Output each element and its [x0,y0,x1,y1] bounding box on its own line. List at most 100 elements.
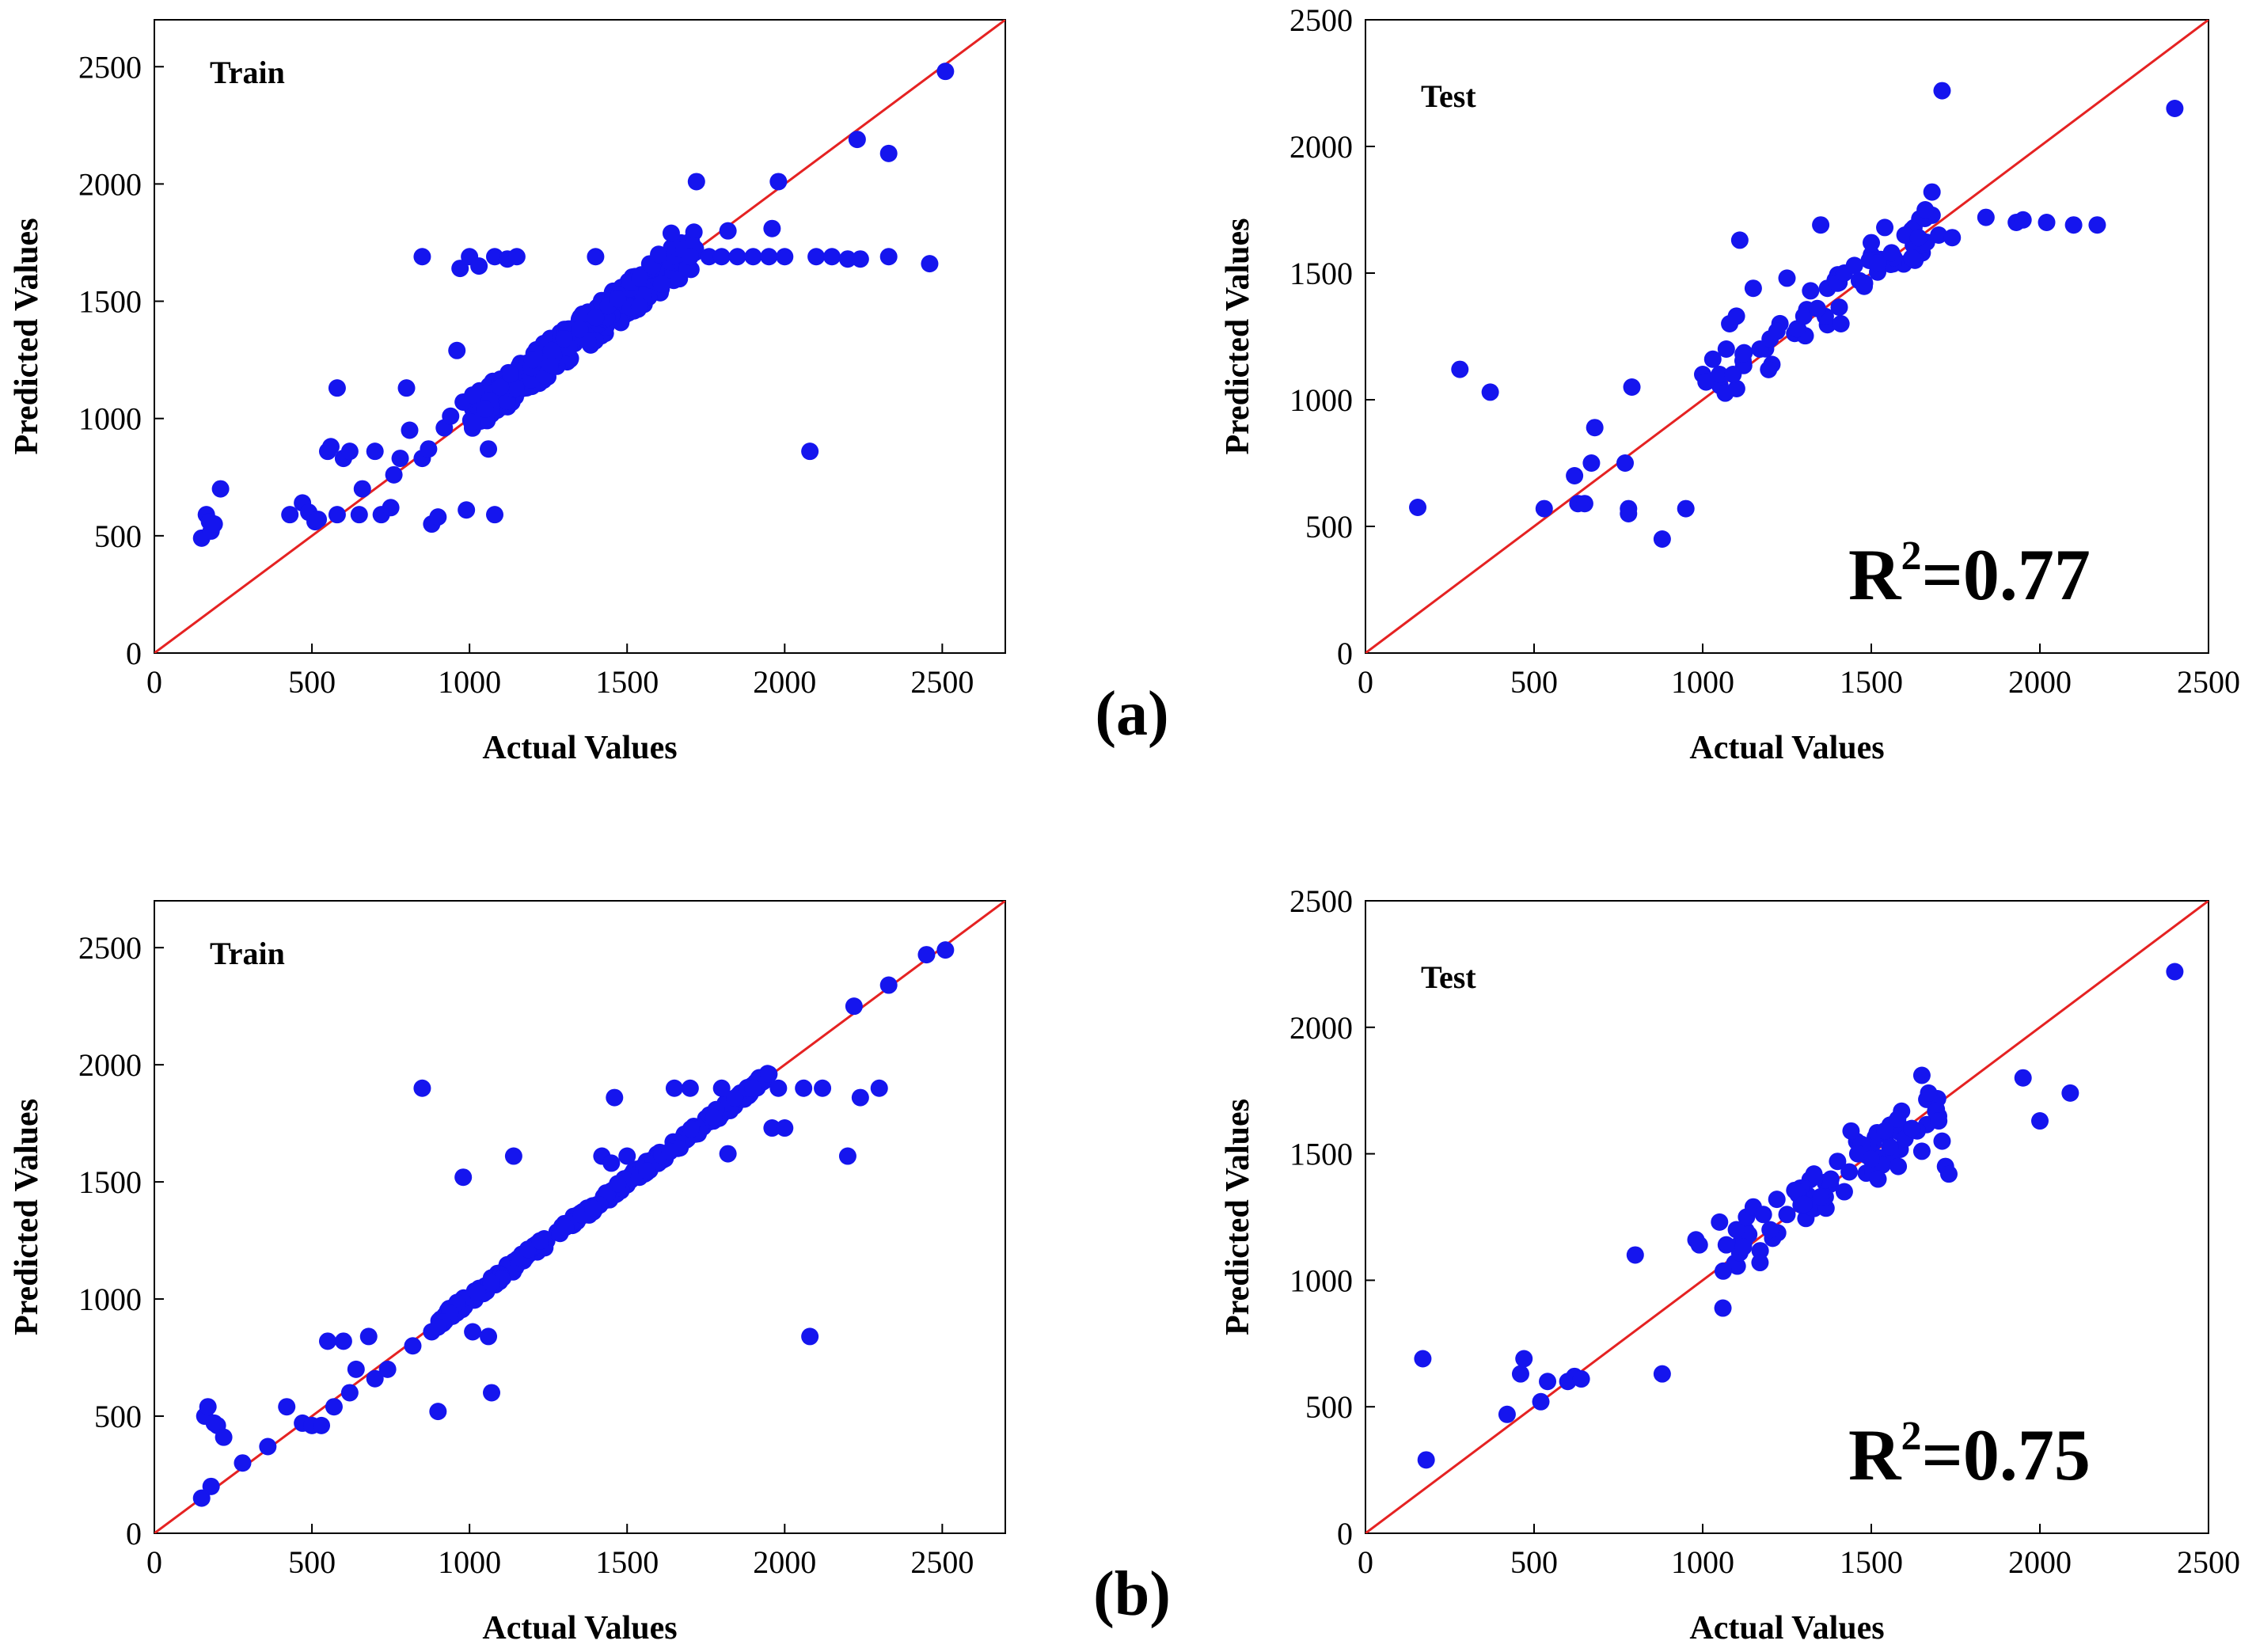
data-point [618,1147,636,1165]
data-point [378,1360,397,1378]
data-point [2038,214,2056,231]
plot-frame [1365,900,2209,1534]
panel-label: Test [1421,959,1476,995]
data-point [1845,256,1863,275]
x-tick-label: 2500 [910,664,974,700]
data-point [1909,229,1927,247]
y-tick-label: 2000 [78,166,142,202]
data-point [838,1147,856,1165]
data-point [1863,234,1880,252]
data-point [340,1384,359,1402]
data-point [2064,216,2083,234]
data-point [1451,360,1469,378]
data-point [413,1079,431,1097]
y-tick-label: 2500 [78,49,142,85]
data-point [507,379,525,397]
data-point [483,1384,501,1402]
data-point [1535,499,1553,518]
data-point [359,1327,378,1346]
data-point [1912,1066,1931,1084]
x-tick-label: 2000 [2008,664,2072,700]
data-point [1881,1137,1899,1156]
data-point [1795,1195,1813,1213]
data-point [234,1454,252,1472]
data-point [2166,100,2184,117]
data-point [1920,1084,1938,1102]
y-tick-label: 2500 [78,930,142,966]
data-point [464,1323,482,1341]
data-point [1889,1157,1908,1175]
data-point [1714,1262,1732,1280]
data-point [814,1079,832,1097]
data-point [391,450,409,468]
x-tick-label: 0 [146,664,162,700]
data-point [851,250,869,268]
panel-label: Test [1421,78,1476,114]
data-point [1761,1221,1779,1239]
data-point [325,1398,343,1416]
data-point [838,250,856,268]
y-tick-label: 1500 [78,284,142,320]
data-point [823,248,841,266]
y-tick-label: 0 [126,636,142,671]
data-point [681,248,699,266]
x-tick-label: 500 [1510,664,1558,700]
data-point [192,1489,211,1507]
data-point [477,400,495,418]
data-point [661,1142,679,1160]
data-point [366,1369,384,1388]
data-point [1896,226,1914,244]
data-point [1876,1122,1894,1140]
data-point [1977,208,1995,226]
data-point [1734,345,1753,363]
data-point [650,245,668,264]
data-point [1539,1373,1557,1391]
data-point [1716,384,1734,402]
data-point [458,501,476,519]
data-point [1930,1112,1948,1130]
data-point [1943,229,1962,247]
data-point [573,305,591,323]
data-point [1812,1187,1830,1206]
data-point [1768,1191,1786,1209]
data-point [1939,1165,1958,1183]
data-point [870,1079,888,1097]
data-point [1795,307,1813,325]
y-tick-label: 2500 [1289,2,1353,38]
data-point [845,997,863,1016]
data-point [1832,315,1850,332]
data-point [451,260,469,278]
data-point [429,1318,447,1336]
data-point [310,511,328,529]
panel-train-a: 0 500 1000 1500 2000 2500 0 500 1000 1500 2000 2500… [9,19,1006,766]
data-point [1498,1405,1516,1423]
x-tick-label: 2000 [753,1544,816,1580]
data-point [1620,505,1638,522]
data-point [523,351,541,369]
x-tick-label: 2000 [753,664,816,700]
data-point [1697,373,1715,391]
data-point [848,131,866,149]
data-point [606,1088,624,1107]
data-point [700,248,718,266]
data-point [1778,269,1796,287]
y-tick-label: 1500 [78,1164,142,1200]
y-tick-label: 0 [126,1516,142,1551]
data-point [879,248,898,266]
data-point [1778,1206,1796,1224]
data-point [719,222,737,240]
data-point [347,1360,365,1378]
panel-label: Train [210,55,285,90]
data-point [1532,1392,1550,1411]
data-point [2014,211,2032,229]
data-point [2088,216,2106,234]
data-point [1805,1165,1823,1183]
data-point [744,1079,762,1097]
x-axis-label: Actual Values [482,1610,677,1646]
data-point [921,255,939,273]
data-point [851,1088,869,1107]
data-point [1923,183,1941,201]
data-point [1616,454,1635,472]
data-point [609,1175,627,1193]
data-point [631,268,649,287]
